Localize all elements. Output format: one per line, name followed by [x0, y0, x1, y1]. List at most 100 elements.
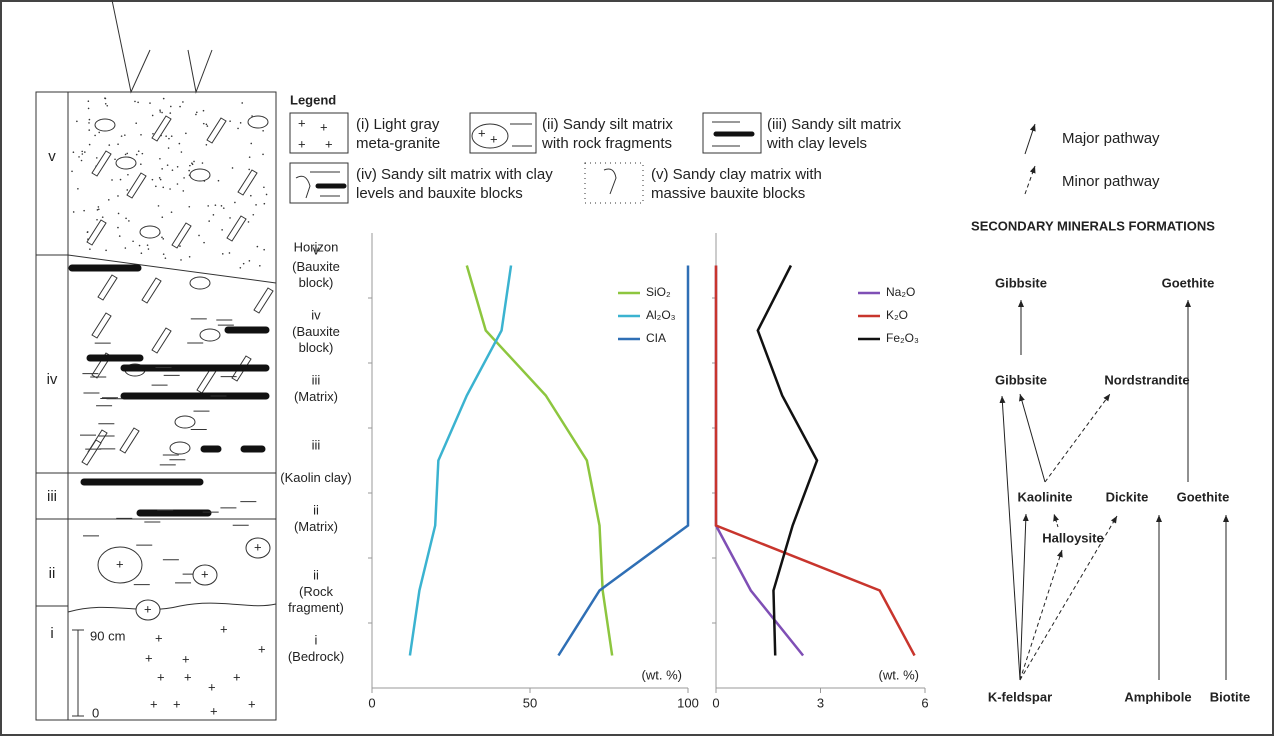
- dot: [140, 163, 142, 165]
- dot: [159, 111, 161, 113]
- dot: [125, 218, 127, 220]
- series-line: [558, 266, 688, 656]
- mineral: Halloysite: [1042, 530, 1103, 545]
- diagram-title: SECONDARY MINERALS FORMATIONS: [971, 218, 1215, 233]
- horizon-label: i: [50, 625, 53, 642]
- dot: [221, 205, 223, 207]
- dot: [108, 144, 110, 146]
- dot: [117, 227, 119, 229]
- dot: [208, 220, 210, 222]
- dot: [118, 213, 120, 215]
- dot: [177, 183, 179, 185]
- dot: [88, 100, 90, 102]
- legend-label: Al₂O₃: [646, 308, 676, 322]
- dot: [152, 115, 154, 117]
- stratigraphic-column: v iv iii ii i 90 cm 0 +++++++++++++++++: [36, 0, 276, 720]
- block: [142, 278, 161, 303]
- dot: [105, 98, 107, 100]
- horizon-label: ii: [49, 565, 56, 582]
- dot: [96, 219, 98, 221]
- key-label: Major pathway: [1062, 130, 1160, 147]
- dot: [78, 156, 80, 158]
- dot: [193, 161, 195, 163]
- block: [190, 277, 210, 289]
- dot: [124, 134, 126, 136]
- dot: [119, 235, 121, 237]
- dot: [160, 179, 162, 181]
- plus: +: [150, 696, 158, 711]
- block: [207, 118, 226, 143]
- category-label: ii(Matrix): [294, 503, 338, 534]
- dot: [88, 122, 90, 124]
- dot: [168, 138, 170, 140]
- dot: [142, 153, 144, 155]
- category-label: iii(Matrix): [294, 373, 338, 404]
- dot: [73, 151, 75, 153]
- dot: [163, 253, 165, 255]
- dot: [257, 246, 259, 248]
- dot: [120, 179, 122, 181]
- dot: [266, 194, 268, 196]
- dot: [250, 195, 252, 197]
- dot: [223, 207, 225, 209]
- dot: [262, 130, 264, 132]
- dot: [263, 186, 265, 188]
- legend-item: (i) Light graymeta-granite: [356, 116, 440, 152]
- plus: +: [116, 556, 124, 571]
- legend-label: Fe₂O₃: [886, 331, 919, 345]
- plus: +: [144, 601, 152, 616]
- block: [248, 116, 268, 128]
- dot: [161, 168, 163, 170]
- dot: [169, 112, 171, 114]
- block: [152, 116, 171, 141]
- horizon-label: iv: [47, 371, 58, 388]
- dot: [215, 204, 217, 206]
- dot: [73, 211, 75, 213]
- dot: [125, 247, 127, 249]
- dot: [147, 244, 149, 246]
- plus: +: [233, 669, 241, 684]
- dot: [81, 160, 83, 162]
- dot: [139, 245, 141, 247]
- dot: [213, 214, 215, 216]
- dot: [221, 229, 223, 231]
- dot: [188, 206, 190, 208]
- plus: +: [220, 621, 228, 636]
- block: [200, 329, 220, 341]
- dot: [180, 259, 182, 261]
- block: [152, 328, 171, 353]
- plus: +: [157, 669, 165, 684]
- dot: [159, 177, 161, 179]
- horizon-label: iii: [47, 488, 57, 505]
- block: [172, 223, 191, 248]
- dot: [165, 135, 167, 137]
- block: [254, 288, 273, 313]
- dot: [207, 205, 209, 207]
- dot: [250, 143, 252, 145]
- dot: [102, 216, 104, 218]
- dot: [202, 162, 204, 164]
- dot: [264, 203, 266, 205]
- x-tick-label: 0: [712, 695, 719, 710]
- block: [238, 170, 257, 195]
- block: [92, 151, 111, 176]
- dot: [240, 122, 242, 124]
- dot: [121, 135, 123, 137]
- dot: [255, 204, 257, 206]
- dot: [198, 235, 200, 237]
- dot: [222, 253, 224, 255]
- dot: [218, 180, 220, 182]
- dot: [167, 164, 169, 166]
- block: [87, 220, 106, 245]
- pathway-diagram: Major pathway Minor pathway SECONDARY MI…: [971, 124, 1250, 704]
- svg-text:+: +: [298, 136, 306, 151]
- dot: [94, 135, 96, 137]
- dot: [114, 158, 116, 160]
- plus: +: [155, 630, 163, 645]
- dot: [229, 252, 231, 254]
- dot: [149, 102, 151, 104]
- mineral: Goethite: [1162, 275, 1215, 290]
- dot: [152, 133, 154, 135]
- block: [170, 442, 190, 454]
